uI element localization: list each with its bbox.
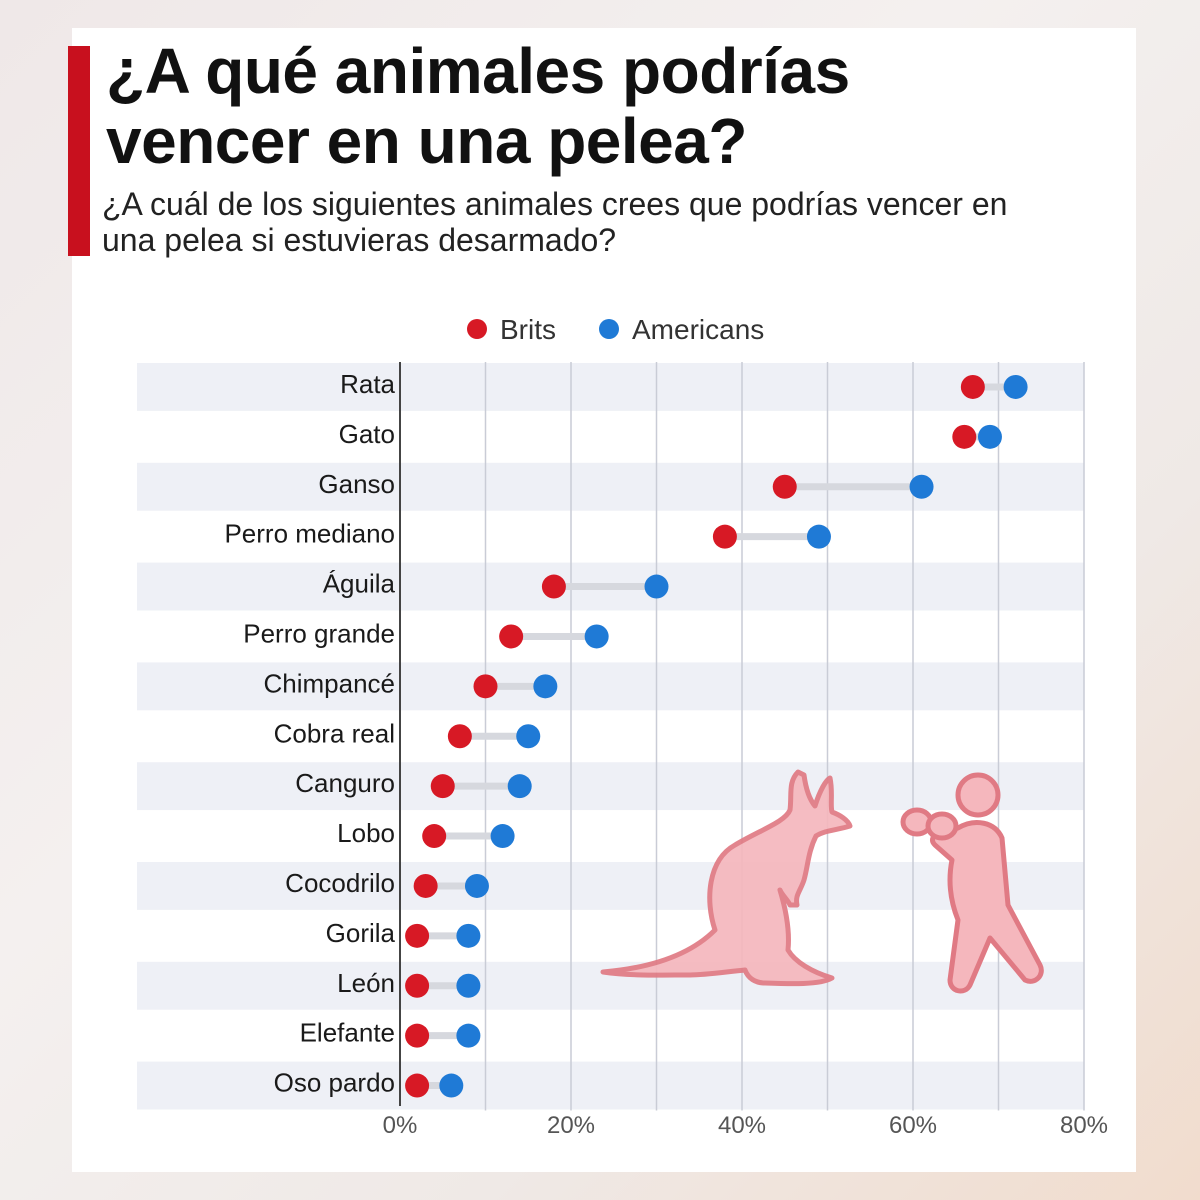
category-label: Gorila [326, 918, 396, 948]
americans-point [644, 574, 669, 599]
legend: Brits Americans [467, 314, 764, 345]
americans-point [456, 973, 481, 998]
chart-row: Águila [323, 569, 669, 599]
brits-point [422, 824, 447, 849]
chart-row: Elefante [300, 1018, 481, 1048]
row-band [137, 862, 1084, 910]
legend-brits-label: Brits [500, 314, 556, 345]
x-tick-label: 0% [383, 1112, 418, 1139]
kangaroo-shape [600, 769, 853, 987]
x-tick-label: 60% [889, 1112, 937, 1139]
chart-row: Cobra real [274, 718, 541, 749]
americans-point [464, 873, 489, 898]
chart-row: Ganso [318, 469, 934, 499]
brits-point [473, 674, 498, 699]
americans-point [1003, 374, 1028, 399]
chart-row: León [337, 968, 481, 998]
x-tick-labels: 0% 20% 40% 60% 80% [383, 1112, 1108, 1139]
chart-row: Perro mediano [224, 519, 831, 549]
kangaroo-illustration [600, 769, 853, 987]
brits-point [712, 524, 737, 549]
chart-title: ¿A qué animales podrías vencer en una pe… [106, 35, 850, 177]
brits-point [413, 873, 438, 898]
brits-point [447, 724, 472, 749]
legend-americans-label: Americans [632, 314, 764, 345]
row-band [137, 662, 1084, 711]
americans-point [456, 1023, 481, 1048]
category-label: Águila [323, 569, 396, 599]
americans-point [516, 724, 541, 749]
category-label: Canguro [295, 768, 395, 798]
brits-point [541, 574, 566, 599]
row-band [137, 1061, 1084, 1110]
americans-point [977, 424, 1002, 449]
category-label: Perro mediano [224, 519, 395, 549]
brits-point [405, 923, 430, 948]
boxer-body [930, 820, 1044, 994]
americans-point [533, 674, 558, 699]
americans-point [456, 923, 481, 948]
chart-row: Canguro [295, 768, 532, 799]
brits-point [405, 1073, 430, 1098]
category-label: Rata [340, 369, 395, 399]
brits-point [499, 624, 524, 649]
brits-point [952, 424, 977, 449]
americans-point [507, 774, 532, 799]
boxer-glove-right [925, 811, 959, 841]
x-tick-label: 20% [547, 1112, 595, 1139]
x-tick-label: 80% [1060, 1112, 1108, 1139]
chart-row: Rata [340, 369, 1028, 399]
row-bands [137, 363, 1084, 1110]
boxer-illustration [900, 772, 1044, 994]
title-accent-bar [68, 46, 90, 256]
chart-row: Oso pardo [274, 1068, 464, 1098]
category-label: Gato [339, 419, 395, 449]
category-label: Chimpancé [263, 668, 395, 698]
chart-row: Gorila [326, 918, 481, 948]
chart-row: Chimpancé [263, 668, 558, 699]
brits-point [960, 374, 985, 399]
americans-point [909, 474, 934, 499]
category-label: Perro grande [243, 618, 395, 648]
americans-point [439, 1073, 464, 1098]
category-label: Lobo [337, 818, 395, 848]
chart-row: Cocodrilo [285, 868, 489, 898]
legend-americans-swatch [599, 319, 619, 339]
chart-row: Lobo [337, 818, 515, 849]
row-band [137, 363, 1084, 411]
category-label: León [337, 968, 395, 998]
category-label: Elefante [300, 1018, 395, 1048]
americans-point [806, 524, 831, 549]
brits-point [405, 973, 430, 998]
x-tick-label: 40% [718, 1112, 766, 1139]
americans-point [490, 824, 515, 849]
category-label: Cobra real [274, 718, 395, 748]
row-band [137, 762, 1084, 811]
row-band [137, 462, 1084, 511]
brits-point [772, 474, 797, 499]
boxer-head [955, 772, 1001, 818]
chart-subtitle: ¿A cuál de los siguientes animales crees… [102, 186, 1008, 258]
category-label: Cocodrilo [285, 868, 395, 898]
chart-row: Perro grande [243, 618, 609, 649]
americans-point [584, 624, 609, 649]
chart-rows: Rata Gato Ganso Perro mediano Águila Perro gr… [224, 369, 1028, 1098]
chart-row: Gato [339, 419, 1002, 449]
legend-brits-swatch [467, 319, 487, 339]
category-label: Oso pardo [274, 1068, 395, 1098]
category-label: Ganso [318, 469, 395, 499]
brits-point [405, 1023, 430, 1048]
brits-point [430, 774, 455, 799]
